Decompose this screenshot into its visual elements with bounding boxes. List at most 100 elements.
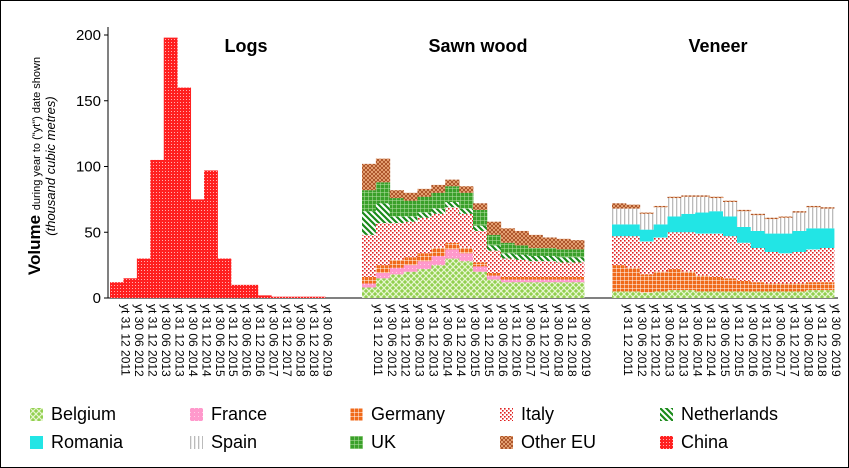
bar-segment-germany bbox=[459, 248, 474, 254]
bar-segment-italy bbox=[750, 248, 766, 283]
x-tick-label: yt 30 06 2014 bbox=[186, 304, 200, 377]
bar-segment-spain bbox=[639, 213, 655, 230]
legend-label: Netherlands bbox=[681, 404, 779, 424]
bar-segment-china bbox=[298, 296, 312, 298]
legend-item-germany: Germany bbox=[350, 404, 445, 425]
bar-segment-romania bbox=[736, 226, 752, 243]
bar-segment-belgium bbox=[459, 261, 474, 298]
bar-segment-other-eu bbox=[403, 192, 418, 201]
bar-segment-netherlands bbox=[362, 211, 377, 235]
x-tick-label: yt 30 06 2013 bbox=[413, 304, 427, 377]
y-axis-label: Volume during year to ("yt") date shown bbox=[25, 57, 44, 275]
bar-segment-belgium bbox=[653, 291, 668, 298]
x-tick-label: yt 30 06 2018 bbox=[801, 304, 815, 377]
legend-swatch bbox=[350, 436, 363, 449]
y-axis-label-unit: (thousand cubic metres) bbox=[43, 96, 58, 235]
x-tick-label: yt 30 06 2015 bbox=[718, 304, 732, 377]
bar-segment-other-eu bbox=[417, 188, 432, 197]
bar-segment-netherlands bbox=[375, 203, 391, 224]
bar-segment-germany bbox=[486, 273, 502, 276]
bar-segment-belgium bbox=[542, 282, 557, 298]
bar-segment-china bbox=[244, 284, 259, 298]
bar-segment-germany bbox=[542, 276, 557, 280]
x-tick-label: yt 31 12 2014 bbox=[454, 304, 468, 377]
bar-segment-germany bbox=[764, 283, 779, 292]
bar-segment-other-eu bbox=[681, 195, 696, 197]
legend-swatch bbox=[190, 436, 203, 449]
bar-segment-spain bbox=[764, 219, 779, 234]
x-tick-label: yt 30 06 2019 bbox=[829, 304, 843, 377]
legend-swatch bbox=[500, 436, 513, 449]
bar-segment-uk bbox=[445, 186, 460, 203]
bar-segment-other-eu bbox=[778, 216, 793, 218]
bar-segment-belgium bbox=[736, 291, 752, 298]
bar-segment-belgium bbox=[709, 291, 724, 298]
bar-segment-other-eu bbox=[445, 179, 460, 187]
bar-segment-belgium bbox=[417, 269, 432, 298]
bar-segment-other-eu bbox=[695, 195, 710, 197]
bar-segment-spain bbox=[612, 208, 627, 225]
bar-segment-italy bbox=[417, 217, 432, 254]
bar-segment-china bbox=[163, 37, 178, 298]
legend-swatch bbox=[30, 408, 43, 421]
x-tick-label: yt 30 06 2016 bbox=[240, 304, 254, 377]
bar-segment-france bbox=[542, 279, 557, 283]
bar-segment-belgium bbox=[362, 287, 377, 298]
bar-segment-china bbox=[136, 258, 151, 298]
x-tick-label: yt 30 06 2019 bbox=[320, 304, 334, 377]
bar-segment-belgium bbox=[750, 291, 766, 298]
bar-segment-germany bbox=[625, 267, 641, 292]
bar-segment-belgium bbox=[778, 291, 793, 298]
bar-segment-uk bbox=[389, 198, 405, 217]
bar-segment-italy bbox=[667, 232, 682, 270]
bar-segment-uk bbox=[528, 248, 543, 256]
legend-item-uk: UK bbox=[350, 432, 396, 453]
bar-segment-france bbox=[403, 265, 418, 272]
bar-segment-china bbox=[123, 278, 138, 298]
bar-segment-romania bbox=[764, 233, 779, 252]
bar-segment-china bbox=[177, 87, 192, 298]
bar-segment-italy bbox=[431, 213, 446, 249]
bar-segment-belgium bbox=[695, 291, 710, 298]
bar-segment-belgium bbox=[612, 291, 627, 298]
bar-segment-belgium bbox=[473, 271, 488, 298]
bar-segment-uk bbox=[417, 196, 432, 213]
legend-item-romania: Romania bbox=[30, 432, 123, 453]
bar-segment-china bbox=[217, 258, 232, 298]
x-tick-label: yt 31 12 2014 bbox=[199, 304, 213, 377]
bar-segment-france bbox=[389, 267, 405, 275]
bar-segment-belgium bbox=[389, 274, 405, 298]
bar-segment-germany bbox=[570, 276, 585, 280]
bar-segment-italy bbox=[695, 233, 710, 276]
bar-segment-other-eu bbox=[542, 237, 557, 249]
bar-segment-other-eu bbox=[362, 163, 377, 191]
y-axis-label-main: Volume bbox=[25, 210, 44, 275]
bar-segment-china bbox=[311, 296, 326, 298]
bar-segment-netherlands bbox=[486, 245, 502, 251]
bar-segment-france bbox=[362, 283, 377, 288]
x-tick-label: yt 31 12 2016 bbox=[510, 304, 524, 377]
legend-item-other-eu: Other EU bbox=[500, 432, 596, 453]
bar-segment-other-eu bbox=[528, 234, 543, 249]
bar-segment-other-eu bbox=[820, 207, 835, 209]
panel-title: Logs bbox=[225, 36, 268, 56]
bar-segment-germany bbox=[375, 265, 391, 274]
bar-segment-germany bbox=[792, 283, 807, 292]
x-tick-label: yt 30 06 2017 bbox=[774, 304, 788, 377]
bar-segment-other-eu bbox=[639, 212, 655, 214]
bar-segment-china bbox=[271, 296, 286, 298]
y-tick-label: 0 bbox=[93, 290, 101, 307]
bar-segment-italy bbox=[542, 261, 557, 277]
bar-segment-italy bbox=[639, 241, 655, 275]
bar-segment-romania bbox=[639, 229, 655, 242]
y-tick-label: 200 bbox=[76, 27, 101, 44]
bar-segment-romania bbox=[709, 211, 724, 234]
bar-segment-italy bbox=[570, 262, 585, 277]
bar-segment-italy bbox=[806, 249, 821, 283]
x-tick-label: yt 31 12 2017 bbox=[280, 304, 294, 377]
bar-segment-spain bbox=[750, 215, 766, 231]
bar-segment-uk bbox=[473, 209, 488, 226]
bar-segment-romania bbox=[820, 228, 835, 249]
bar-segment-germany bbox=[653, 271, 668, 292]
